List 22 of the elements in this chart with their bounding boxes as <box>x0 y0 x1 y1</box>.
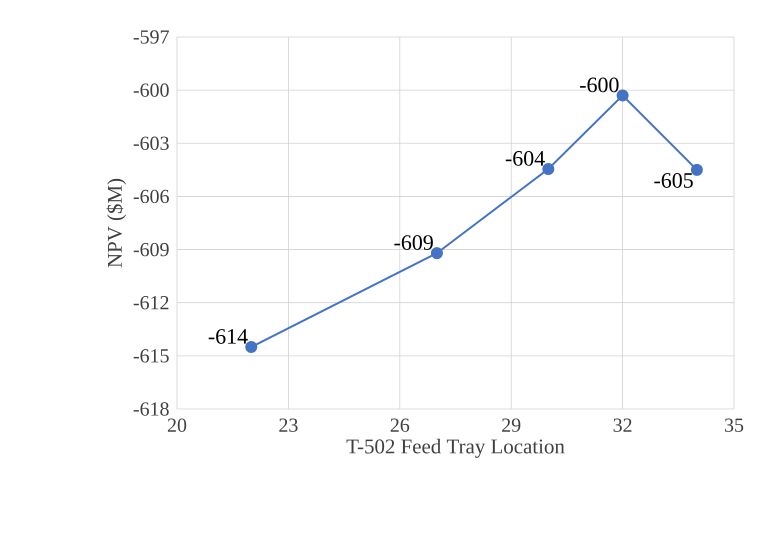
y-tick-label: -618 <box>134 402 169 416</box>
data-label: -605 <box>654 173 693 188</box>
y-tick-label: -606 <box>134 190 169 204</box>
y-tick-label: -609 <box>134 242 169 256</box>
data-label: -600 <box>580 77 619 92</box>
y-axis-title: NPV ($M) <box>106 178 126 268</box>
y-tick-label: -612 <box>134 296 168 310</box>
x-tick-label: 20 <box>168 418 186 432</box>
data-label: -614 <box>208 329 248 344</box>
x-axis-title: T-502 Feed Tray Location <box>346 438 565 458</box>
y-tick-label: -600 <box>134 83 169 97</box>
y-tick-label: -615 <box>134 349 169 363</box>
x-tick-label: 32 <box>614 418 632 432</box>
y-tick-label: -597 <box>134 30 169 44</box>
point <box>616 89 629 102</box>
data-label: -609 <box>394 235 433 250</box>
x-tick-label: 26 <box>390 418 410 432</box>
x-tick-label: 35 <box>725 418 744 432</box>
x-tick-label: 29 <box>502 418 520 432</box>
y-tick-label: -603 <box>134 136 169 150</box>
x-tick-label: 23 <box>279 418 298 432</box>
data-label: -604 <box>506 150 545 166</box>
